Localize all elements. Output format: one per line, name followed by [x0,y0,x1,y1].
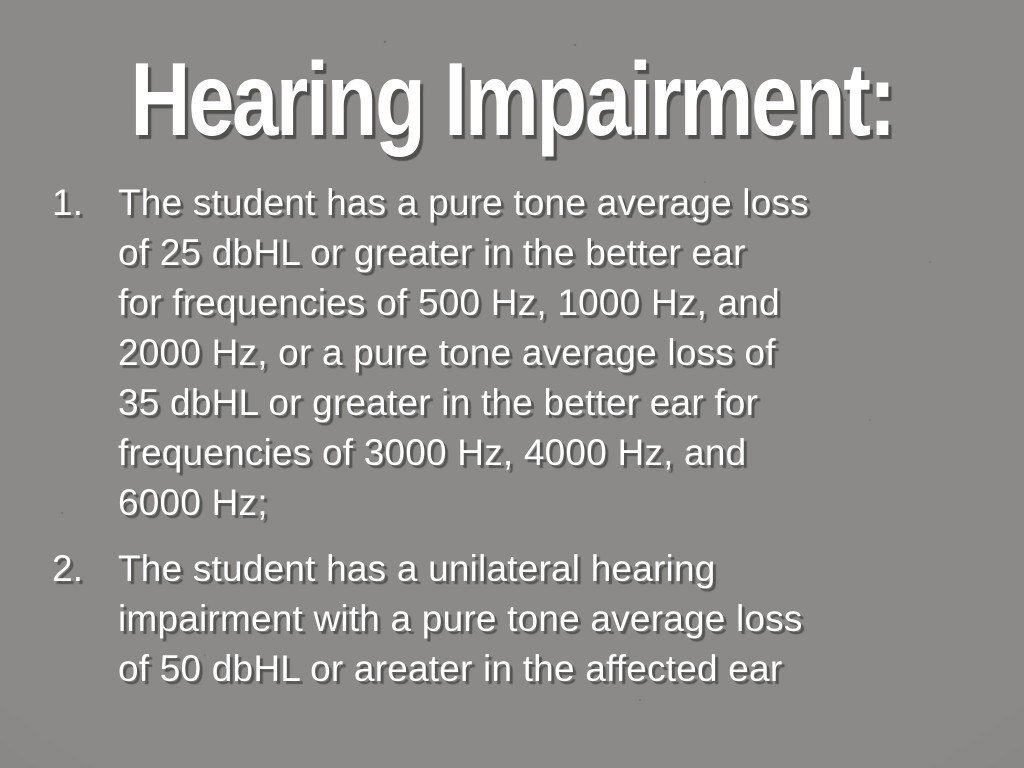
title-area: Hearing Impairment: [0,0,1024,170]
slide-title: Hearing Impairment: [130,42,896,158]
list-item-text: The student has a unilateral hearing imp… [118,548,803,689]
list-item-number: 2. [52,548,84,589]
list-item: 1. The student has a pure tone average l… [52,178,1024,528]
list-item: 2. The student has a unilateral hearing … [52,544,1024,694]
list-item-number: 1. [52,182,84,223]
criteria-list: 1. The student has a pure tone average l… [0,178,1024,694]
list-item-text: The student has a pure tone average loss… [118,182,809,523]
